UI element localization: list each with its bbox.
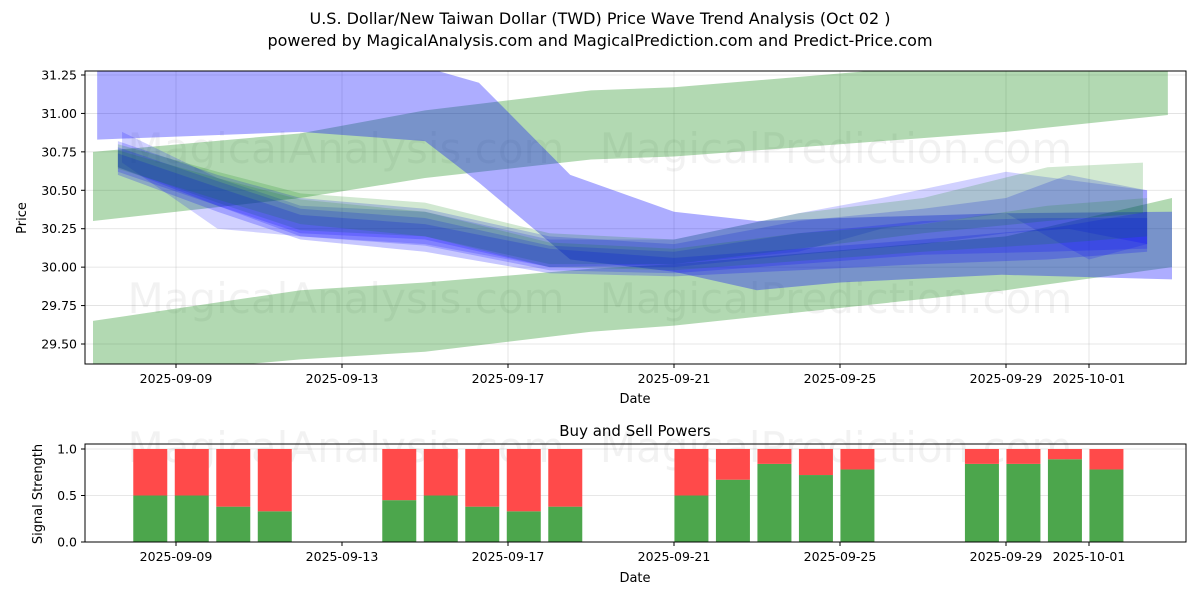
sell-bar bbox=[798, 449, 833, 476]
buy-bar bbox=[423, 495, 458, 542]
y-tick-label: 0.0 bbox=[57, 535, 77, 550]
sell-bar bbox=[423, 449, 458, 496]
sell-bar bbox=[964, 449, 999, 464]
sell-bar bbox=[674, 449, 709, 496]
buy-bar bbox=[257, 511, 292, 542]
x-tick-label: 2025-09-17 bbox=[472, 549, 545, 564]
x-tick-label: 2025-09-25 bbox=[804, 371, 877, 386]
y-tick-label: 0.5 bbox=[57, 488, 77, 503]
top-x-ticks: 2025-09-09 2025-09-13 2025-09-17 2025-09-21… bbox=[140, 364, 1126, 386]
y-tick-label: 31.00 bbox=[41, 106, 77, 121]
x-tick-label: 2025-09-09 bbox=[140, 549, 213, 564]
bottom-axes-frame bbox=[84, 443, 1187, 543]
signal-bars bbox=[133, 449, 1124, 542]
watermark-text: MagicalPrediction.com bbox=[600, 124, 1073, 173]
x-tick-label: 2025-10-01 bbox=[1053, 371, 1126, 386]
top-y-ticks: 29.50 29.75 30.00 30.25 30.50 30.75 31.00 31.25 bbox=[41, 68, 85, 352]
sell-bar bbox=[216, 449, 251, 507]
buy-bar bbox=[174, 495, 209, 542]
sell-bar bbox=[133, 449, 168, 496]
y-tick-label: 30.00 bbox=[41, 260, 77, 275]
buy-bar bbox=[840, 469, 875, 542]
x-tick-label: 2025-09-21 bbox=[638, 549, 711, 564]
sell-bar bbox=[257, 449, 292, 512]
sell-bar bbox=[465, 449, 500, 507]
buy-bar bbox=[548, 506, 583, 542]
x-tick-label: 2025-09-29 bbox=[970, 371, 1043, 386]
green-wave-1-band bbox=[117, 144, 1143, 265]
green-wave-2-band bbox=[117, 150, 1148, 271]
buy-bar bbox=[757, 463, 792, 542]
buy-bar bbox=[216, 506, 251, 542]
blue-wave-1-band bbox=[122, 131, 1148, 268]
sell-bar bbox=[506, 449, 541, 512]
top-grid bbox=[85, 71, 1186, 364]
buy-bar bbox=[506, 511, 541, 542]
bottom-x-axis-label: Date bbox=[619, 571, 650, 586]
x-tick-label: 2025-09-13 bbox=[306, 371, 379, 386]
price-bands bbox=[93, 71, 1172, 364]
bottom-y-ticks: 0.0 0.5 1.0 bbox=[57, 442, 85, 550]
chart-subtitle: powered by MagicalAnalysis.com and Magic… bbox=[267, 31, 933, 50]
sell-bar bbox=[1047, 449, 1082, 460]
blue-wave-2-band bbox=[117, 141, 1148, 268]
buy-bar bbox=[1006, 463, 1041, 542]
sell-bar bbox=[1006, 449, 1041, 464]
green-lower-channel-band bbox=[93, 198, 1172, 364]
buy-bar bbox=[133, 495, 168, 542]
x-tick-label: 2025-09-13 bbox=[306, 549, 379, 564]
sell-bar bbox=[548, 449, 583, 507]
sell-bar bbox=[174, 449, 209, 496]
sell-bar bbox=[1089, 449, 1124, 470]
watermark-text: MagicalAnalysis.com bbox=[128, 124, 565, 173]
x-tick-label: 2025-09-29 bbox=[970, 549, 1043, 564]
watermark-text: MagicalPrediction.com bbox=[600, 274, 1073, 323]
top-watermarks: MagicalAnalysis.com MagicalPrediction.com… bbox=[128, 124, 1073, 323]
sell-bar bbox=[382, 449, 417, 501]
top-axes-frame bbox=[84, 70, 1187, 365]
x-tick-label: 2025-10-01 bbox=[1053, 549, 1126, 564]
watermark-text: MagicalAnalysis.com bbox=[128, 274, 565, 323]
x-tick-label: 2025-09-17 bbox=[472, 371, 545, 386]
buy-bar bbox=[964, 463, 999, 542]
buy-bar bbox=[465, 506, 500, 542]
sell-bar bbox=[840, 449, 875, 470]
price-wave-chart: MagicalAnalysis.com MagicalPrediction.com… bbox=[15, 68, 1187, 407]
x-tick-label: 2025-09-09 bbox=[140, 371, 213, 386]
y-tick-label: 30.75 bbox=[41, 144, 77, 159]
bottom-chart-title: Buy and Sell Powers bbox=[559, 422, 711, 440]
buy-bar bbox=[382, 500, 417, 542]
sell-bar bbox=[715, 449, 750, 480]
y-tick-label: 30.25 bbox=[41, 221, 77, 236]
blue-wide-wave-band bbox=[97, 71, 1172, 291]
blue-wave-3-band bbox=[117, 147, 1148, 274]
y-tick-label: 29.75 bbox=[41, 298, 77, 313]
x-tick-label: 2025-09-25 bbox=[804, 549, 877, 564]
watermark-text: MagicalPrediction.com bbox=[600, 423, 1073, 472]
chart-title: U.S. Dollar/New Taiwan Dollar (TWD) Pric… bbox=[309, 9, 891, 28]
buy-bar bbox=[674, 495, 709, 542]
buy-bar bbox=[798, 475, 833, 542]
bottom-x-ticks: 2025-09-09 2025-09-13 2025-09-17 2025-09-21… bbox=[140, 542, 1126, 564]
sell-bar bbox=[757, 449, 792, 464]
buy-bar bbox=[715, 479, 750, 542]
buy-bar bbox=[1089, 469, 1124, 542]
x-tick-label: 2025-09-21 bbox=[638, 371, 711, 386]
top-x-axis-label: Date bbox=[619, 392, 650, 407]
y-tick-label: 29.50 bbox=[41, 337, 77, 352]
top-y-axis-label: Price bbox=[15, 202, 30, 234]
bottom-y-axis-label: Signal Strength bbox=[31, 444, 46, 544]
y-tick-label: 31.25 bbox=[41, 68, 77, 83]
y-tick-label: 1.0 bbox=[57, 442, 77, 457]
blue-wave-4-band bbox=[117, 153, 1148, 277]
buy-bar bbox=[1047, 459, 1082, 542]
buy-sell-chart: Buy and Sell Powers MagicalAnalysis.com M… bbox=[31, 422, 1187, 586]
green-upper-channel-band bbox=[93, 71, 1168, 221]
y-tick-label: 30.50 bbox=[41, 183, 77, 198]
